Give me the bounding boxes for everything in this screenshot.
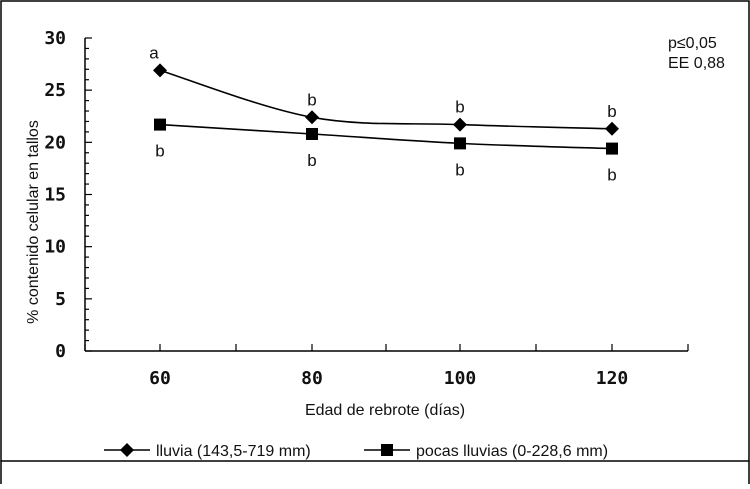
significance-letter: b xyxy=(307,151,316,170)
legend-label-lluvia: lluvia (143,5-719 mm) xyxy=(156,443,311,460)
diamond-marker xyxy=(153,63,167,78)
significance-letter: b xyxy=(307,90,316,109)
y-axis-ticks: 0 5 10 15 20 25 30 xyxy=(44,28,92,362)
legend-label-pocas-lluvias: pocas lluvias (0-228,6 mm) xyxy=(416,443,608,460)
y-tick-label: 0 xyxy=(55,341,66,362)
square-marker xyxy=(154,118,166,131)
significance-letter: b xyxy=(155,142,164,161)
square-marker xyxy=(454,137,466,150)
legend-diamond-marker xyxy=(120,443,134,457)
x-tick-label: 80 xyxy=(301,368,323,389)
x-axis-ticks: 60 80 100 120 xyxy=(84,344,689,389)
y-tick-label: 5 xyxy=(55,289,66,310)
series-line-1 xyxy=(159,69,613,130)
x-tick-label: 120 xyxy=(596,368,629,389)
significance-letter: b xyxy=(455,98,464,117)
y-tick-label: 30 xyxy=(44,28,66,49)
significance-letter: b xyxy=(607,102,616,121)
y-axis-title: % contenido celular en tallos xyxy=(25,120,42,324)
standard-error-annotation: EE 0,88 xyxy=(668,55,725,72)
legend: lluvia (143,5-719 mm) pocas lluvias (0-2… xyxy=(104,443,608,460)
y-tick-label: 10 xyxy=(44,237,66,258)
significance-letter: b xyxy=(455,160,464,179)
square-marker xyxy=(306,127,318,140)
series-layer: a b b b b b b b xyxy=(149,43,619,185)
y-tick-label: 15 xyxy=(44,185,66,206)
square-marker xyxy=(606,142,618,155)
significance-letter: b xyxy=(607,166,616,185)
diamond-marker xyxy=(305,110,319,125)
x-axis-title: Edad de rebrote (días) xyxy=(305,402,465,419)
significance-letter: a xyxy=(149,43,159,62)
series-line-2 xyxy=(159,123,613,150)
legend-square-marker xyxy=(381,444,393,456)
chart-border xyxy=(0,0,750,462)
x-tick-label: 100 xyxy=(444,368,477,389)
significance-annotation: p≤0,05 xyxy=(668,35,717,52)
x-tick-label: 60 xyxy=(149,368,171,389)
diamond-marker xyxy=(605,121,619,136)
y-tick-label: 20 xyxy=(44,132,66,153)
diamond-marker xyxy=(453,117,467,132)
y-tick-label: 25 xyxy=(44,80,66,101)
